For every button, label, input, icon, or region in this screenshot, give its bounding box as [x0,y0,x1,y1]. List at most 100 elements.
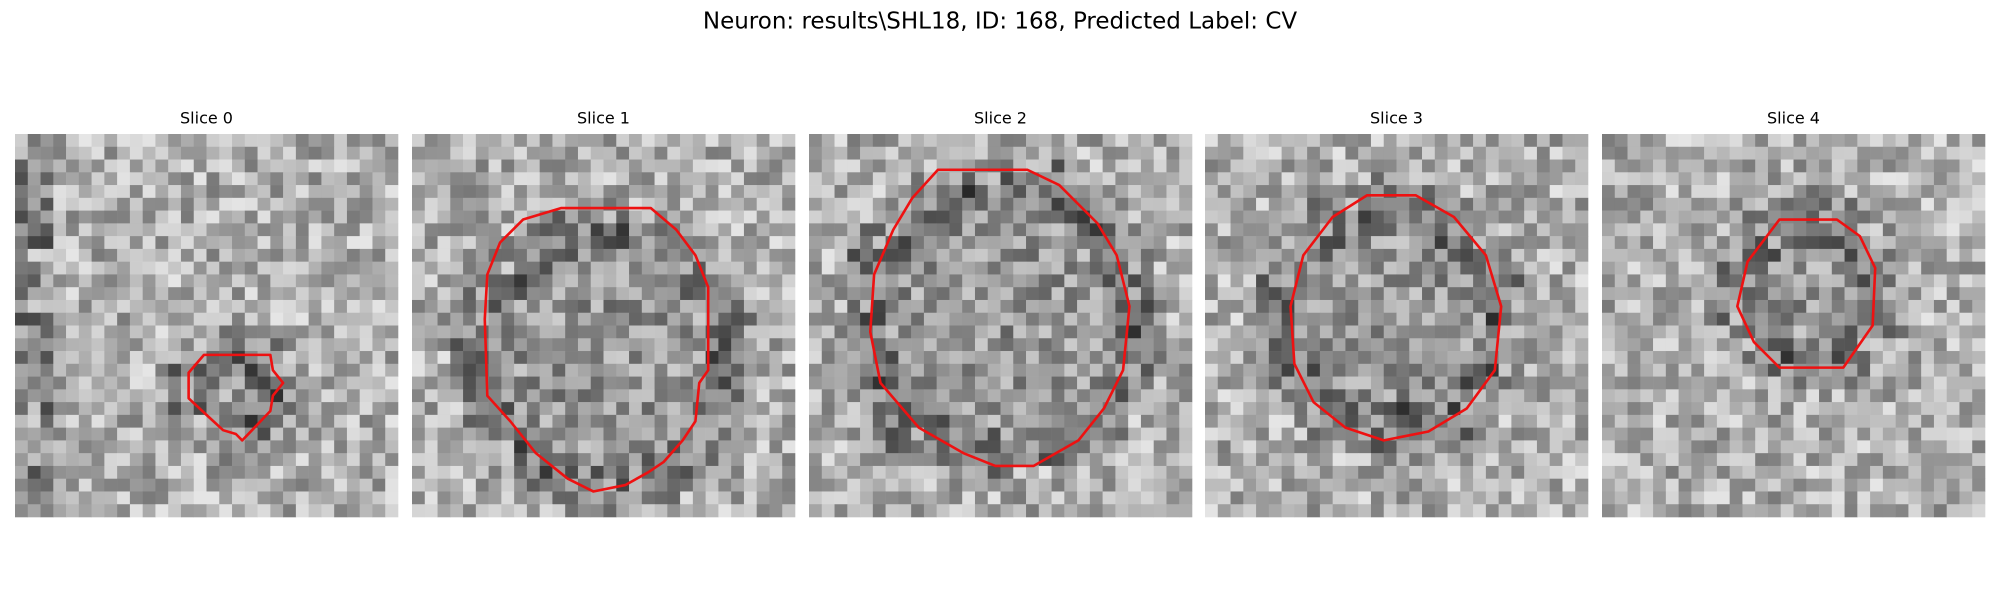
pixel [1268,402,1282,416]
pixel [1485,185,1499,199]
pixel [206,389,220,403]
pixel [1243,223,1257,237]
pixel [450,414,464,428]
pixel [1882,325,1896,339]
pixel [1857,389,1871,403]
pixel [1460,427,1474,441]
pixel [821,312,835,326]
pixel [923,159,937,173]
pixel [155,248,169,262]
pixel [308,261,322,275]
pixel [168,159,182,173]
pixel [1140,414,1154,428]
pixel [450,491,464,505]
pixel [667,210,681,224]
pixel [129,478,143,492]
pixel [705,440,719,454]
pixel [193,210,207,224]
pixel [1921,338,1935,352]
pixel [1064,223,1078,237]
pixel [206,440,220,454]
pixel [872,427,886,441]
pixel [565,351,579,365]
pixel [1140,351,1154,365]
pixel [40,236,54,250]
pixel [526,427,540,441]
pixel [1793,338,1807,352]
pixel [923,402,937,416]
pixel [308,172,322,186]
pixel [1870,453,1884,467]
pixel [1243,389,1257,403]
pixel [321,402,335,416]
pixel [232,197,246,211]
pixel [590,504,604,518]
pixel [1051,197,1065,211]
pixel [1549,223,1563,237]
pixel [1243,414,1257,428]
pixel [1755,274,1769,288]
pixel [603,210,617,224]
pixel [180,363,195,377]
pixel [731,236,745,250]
pixel [936,453,950,467]
pixel [1038,223,1052,237]
pixel [40,223,54,237]
pixel [168,287,182,301]
pixel [756,478,770,492]
pixel [885,376,899,390]
pixel [1844,299,1858,314]
pixel [885,504,899,518]
pixel [834,376,848,390]
pixel [1473,478,1487,492]
pixel [1653,274,1667,288]
pixel [782,504,796,518]
pixel [1294,504,1308,518]
pixel [1844,248,1858,262]
pixel [1102,376,1116,390]
pixel [40,491,54,505]
pixel [1959,248,1973,262]
pixel [860,389,874,403]
pixel [40,134,54,148]
pixel [1640,427,1654,441]
pixel [66,402,80,416]
pixel [782,363,796,377]
pixel [654,376,668,390]
pixel [1933,504,1947,518]
pixel [987,299,1001,314]
pixel [1383,504,1397,518]
pixel [1908,274,1922,288]
pixel [1460,312,1474,326]
pixel [1921,172,1935,186]
pixel [782,440,796,454]
pixel [232,402,246,416]
pixel [1115,134,1129,148]
pixel [1972,402,1986,416]
pixel [1602,338,1616,352]
pixel [437,389,451,403]
pixel [667,172,681,186]
pixel [756,299,770,314]
pixel [1959,287,1973,301]
pixel [847,478,861,492]
pixel [1882,159,1896,173]
pixel [1485,236,1499,250]
pixel [1716,504,1730,518]
pixel [1959,376,1973,390]
pixel [1217,363,1231,377]
pixel [1038,274,1052,288]
pixel [117,223,131,237]
pixel [193,491,207,505]
pixel [1640,351,1654,365]
pixel [821,159,835,173]
pixel [1332,299,1346,314]
pixel [923,440,937,454]
pixel [1102,414,1116,428]
pixel [1345,478,1359,492]
pixel [1383,210,1397,224]
pixel [437,325,451,339]
pixel [1447,453,1461,467]
pixel [437,172,451,186]
pixel [769,210,783,224]
